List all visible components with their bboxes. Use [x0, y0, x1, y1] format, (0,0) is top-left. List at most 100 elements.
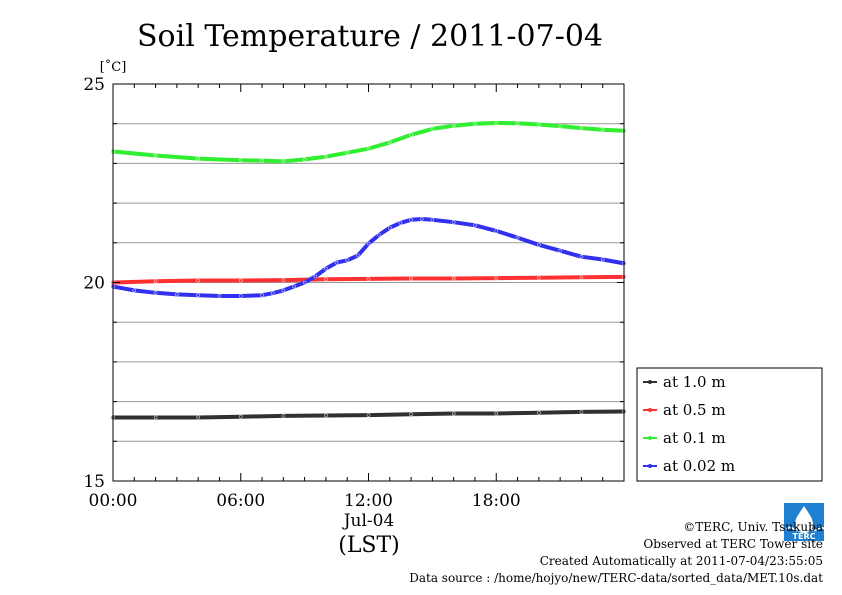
x-tick-label: 06:00: [216, 491, 265, 511]
data-point: [324, 266, 328, 271]
data-point: [536, 242, 541, 247]
y-tick-label: 25: [83, 75, 105, 95]
data-point: [196, 293, 201, 298]
data-point: [387, 140, 392, 145]
data-point: [473, 223, 477, 228]
data-point: [398, 221, 403, 225]
data-point: [558, 248, 562, 253]
data-point: [356, 253, 360, 258]
data-point: [175, 292, 179, 297]
data-point: [238, 158, 243, 163]
x-axis-label: (LST): [338, 533, 400, 558]
series-layer: [111, 120, 626, 420]
data-point: [345, 258, 350, 263]
data-point: [281, 414, 286, 418]
data-point: [345, 150, 350, 155]
data-point: [270, 291, 275, 296]
data-point: [281, 278, 286, 282]
data-point: [324, 154, 328, 159]
data-point: [377, 233, 381, 237]
data-point: [324, 413, 328, 418]
data-point: [238, 278, 243, 283]
svg-text:TERC: TERC: [793, 532, 816, 541]
y-axis-ticks: 15 20 25: [83, 75, 624, 492]
x-tick-label: 18:00: [472, 491, 521, 511]
legend-marker: [648, 464, 652, 468]
data-point: [536, 410, 541, 415]
data-point: [281, 159, 286, 164]
data-point: [260, 293, 264, 298]
legend-marker: [648, 408, 652, 412]
legend-marker: [648, 380, 652, 384]
legend-label: at 1.0 m: [663, 373, 726, 391]
x-tick-label: 00:00: [89, 491, 138, 511]
data-point: [366, 146, 371, 151]
data-point: [515, 121, 520, 126]
data-point: [217, 294, 222, 298]
series-line-3: [111, 217, 626, 298]
legend-box: [636, 367, 823, 482]
data-point: [238, 414, 243, 419]
legend: at 1.0 m at 0.5 m at 0.1 m at 0.02 m: [636, 367, 823, 482]
data-point: [451, 411, 456, 416]
data-point: [451, 220, 456, 225]
data-source-text: Data source : /home/hojyo/new/TERC-data/…: [409, 571, 823, 585]
data-point: [558, 124, 562, 128]
y-tick-label: 20: [83, 274, 105, 294]
data-point: [366, 277, 371, 281]
data-point: [238, 294, 243, 298]
data-point: [430, 217, 435, 222]
data-point: [579, 275, 584, 280]
data-point: [409, 412, 413, 417]
y-tick-label: 15: [83, 472, 105, 492]
data-point: [292, 284, 296, 289]
x-axis-ticks: 00:00 06:00 12:00 18:00: [89, 84, 625, 511]
data-point: [579, 126, 584, 130]
data-point: [196, 415, 201, 420]
data-point: [334, 260, 339, 265]
data-point: [430, 127, 435, 131]
series-line-2: [111, 120, 626, 164]
data-point: [302, 280, 307, 285]
data-point: [132, 288, 137, 293]
data-point: [153, 290, 158, 295]
created-timestamp-text: Created Automatically at 2011-07-04/23:5…: [539, 554, 823, 568]
data-point: [494, 276, 499, 280]
data-point: [419, 217, 424, 221]
legend-label: at 0.5 m: [663, 401, 726, 419]
terc-logo-mark: TERC: [784, 503, 825, 541]
data-point: [494, 411, 499, 416]
copyright-text: ©TERC, Univ. Tsukuba: [683, 520, 823, 534]
data-point: [473, 121, 477, 126]
data-point: [324, 277, 328, 282]
data-point: [536, 122, 541, 127]
data-point: [579, 254, 584, 259]
data-point: [313, 274, 318, 279]
data-point: [153, 279, 158, 284]
data-point: [494, 121, 499, 125]
data-point: [494, 229, 499, 233]
x-tick-label: 12:00: [344, 491, 393, 511]
legend-marker: [648, 436, 652, 440]
data-point: [366, 413, 371, 417]
data-point: [196, 278, 201, 283]
data-point: [260, 158, 264, 163]
x-axis-date-label: Jul-04: [342, 511, 395, 531]
data-point: [409, 217, 413, 222]
data-point: [451, 123, 456, 128]
chart-title: Soil Temperature / 2011-07-04: [137, 19, 603, 54]
observed-site-text: Observed at TERC Tower site: [643, 537, 823, 551]
terc-logo: TERC: [784, 503, 825, 545]
data-point: [579, 410, 584, 414]
data-point: [600, 127, 605, 132]
data-point: [366, 241, 371, 246]
data-point: [153, 153, 158, 158]
data-point: [281, 288, 286, 293]
data-point: [409, 276, 413, 281]
data-point: [409, 132, 413, 137]
legend-label: at 0.02 m: [663, 457, 735, 475]
data-point: [196, 156, 201, 161]
data-point: [153, 415, 158, 420]
data-point: [451, 276, 456, 281]
